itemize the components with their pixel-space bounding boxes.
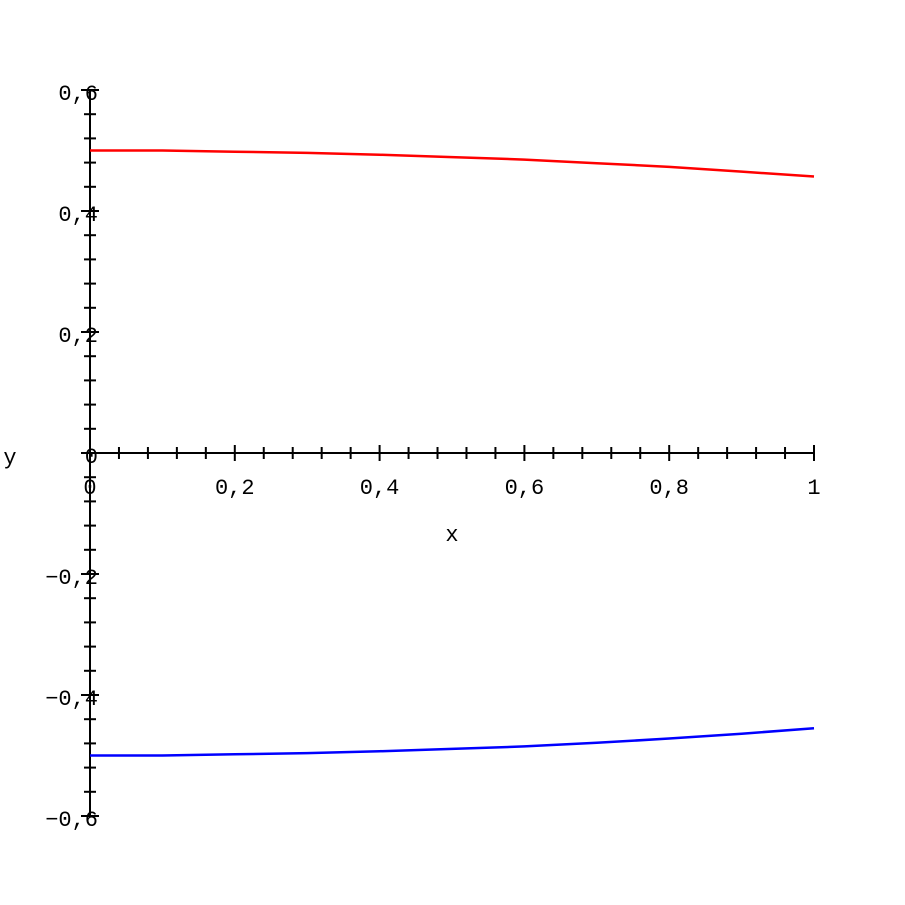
x-tick-label: 1 (807, 476, 820, 501)
y-tick-label: 0,4 (58, 203, 98, 228)
y-tick-label: 0 (85, 445, 98, 470)
x-tick-label: 0,8 (649, 476, 689, 501)
y-tick-label: 0,2 (58, 324, 98, 349)
y-tick-label: −0,4 (45, 687, 98, 712)
y-tick-label: 0,6 (58, 82, 98, 107)
x-tick-label: 0,4 (360, 476, 400, 501)
series-line (90, 727, 815, 757)
y-axis-label: y (3, 446, 16, 471)
x-tick-label: 0 (83, 476, 96, 501)
y-tick-label: −0,6 (45, 808, 98, 833)
y-tick-label: −0,2 (45, 566, 98, 591)
x-axis-label: x (445, 523, 458, 548)
x-tick-label: 0,6 (505, 476, 545, 501)
series-line (90, 149, 815, 178)
x-tick-label: 0,2 (215, 476, 255, 501)
